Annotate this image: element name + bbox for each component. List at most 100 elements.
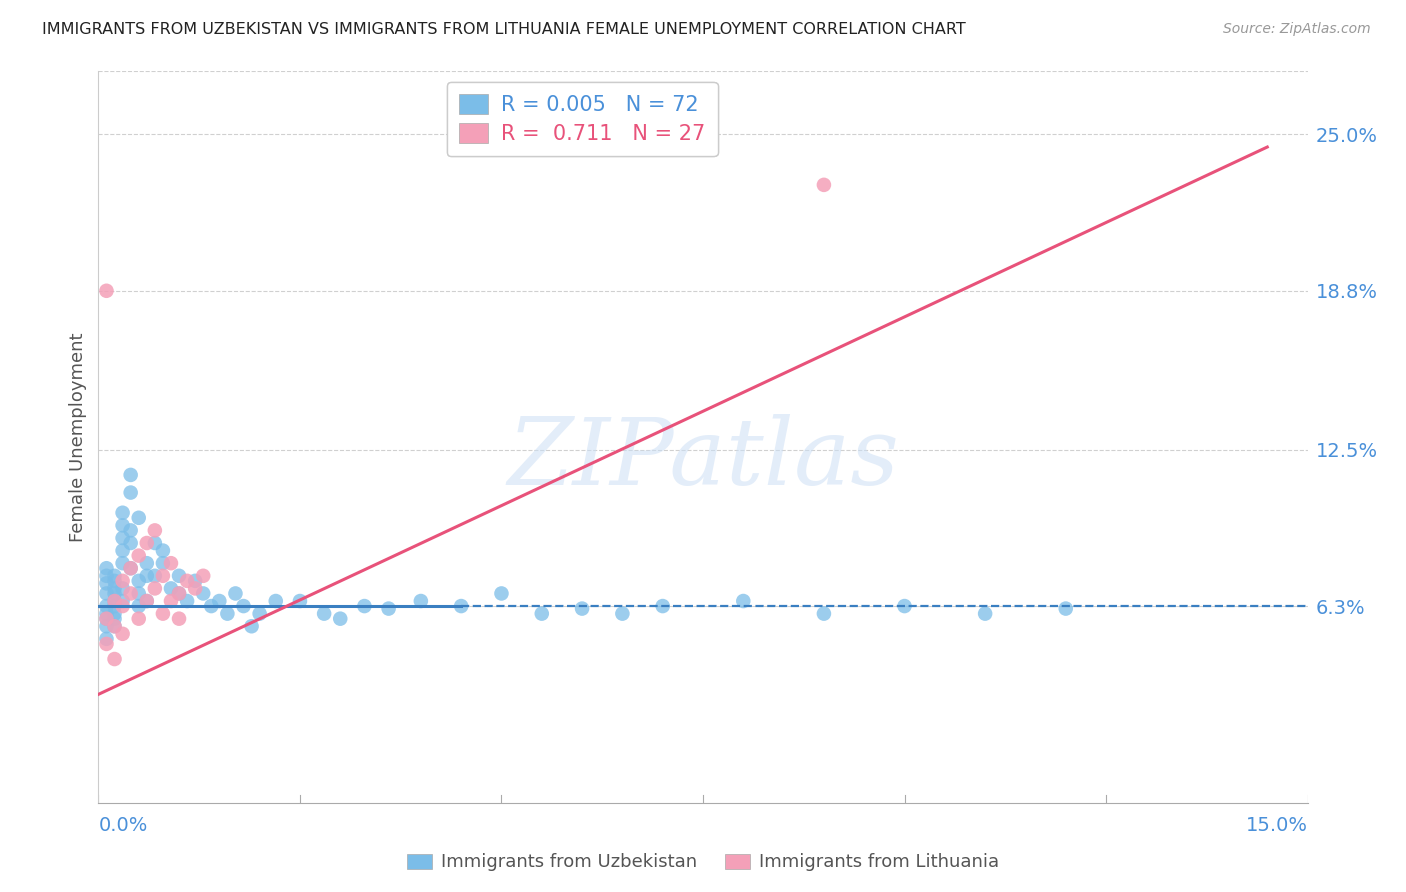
Point [96, 637, 118, 651]
Point [813, 178, 835, 192]
Point [103, 599, 125, 613]
Point [200, 599, 222, 613]
Point [120, 561, 142, 575]
Point [103, 619, 125, 633]
Point [111, 543, 134, 558]
Point [96, 561, 118, 575]
Point [167, 612, 190, 626]
Point [120, 561, 142, 575]
Point [120, 536, 142, 550]
Point [128, 599, 150, 613]
Point [143, 536, 166, 550]
Point [530, 607, 553, 621]
Point [143, 582, 166, 596]
Point [208, 594, 231, 608]
Point [120, 485, 142, 500]
Point [96, 576, 118, 591]
Point [103, 652, 125, 666]
Text: 0.0%: 0.0% [98, 816, 148, 835]
Point [160, 556, 183, 570]
Legend: R = 0.005   N = 72, R =  0.711   N = 27: R = 0.005 N = 72, R = 0.711 N = 27 [447, 82, 717, 156]
Point [377, 601, 399, 615]
Point [184, 574, 207, 588]
Text: ZIPatlas: ZIPatlas [508, 414, 898, 504]
Point [135, 536, 157, 550]
Point [264, 594, 287, 608]
Point [103, 569, 125, 583]
Point [103, 594, 125, 608]
Point [128, 549, 150, 563]
Point [571, 601, 593, 615]
Point [491, 586, 513, 600]
Point [167, 586, 190, 600]
Point [160, 582, 183, 596]
Point [120, 467, 142, 482]
Point [111, 594, 134, 608]
Point [143, 524, 166, 538]
Point [103, 594, 125, 608]
Point [96, 619, 118, 633]
Point [314, 607, 336, 621]
Point [217, 607, 239, 621]
Point [135, 556, 157, 570]
Point [128, 586, 150, 600]
Point [409, 594, 432, 608]
Point [353, 599, 375, 613]
Point [167, 569, 190, 583]
Point [111, 506, 134, 520]
Point [96, 612, 118, 626]
Point [160, 594, 183, 608]
Point [1054, 601, 1077, 615]
Point [111, 582, 134, 596]
Point [120, 524, 142, 538]
Point [450, 599, 472, 613]
Point [111, 574, 134, 588]
Point [152, 556, 174, 570]
Point [96, 599, 118, 613]
Point [111, 599, 134, 613]
Point [103, 582, 125, 596]
Point [651, 599, 673, 613]
Legend: Immigrants from Uzbekistan, Immigrants from Lithuania: Immigrants from Uzbekistan, Immigrants f… [399, 847, 1007, 879]
Point [111, 627, 134, 641]
Point [103, 586, 125, 600]
Point [974, 607, 997, 621]
Point [329, 612, 352, 626]
Point [96, 607, 118, 621]
Point [813, 607, 835, 621]
Point [288, 594, 311, 608]
Point [184, 582, 207, 596]
Point [167, 586, 190, 600]
Point [96, 586, 118, 600]
Point [128, 510, 150, 524]
Point [135, 594, 157, 608]
Text: Source: ZipAtlas.com: Source: ZipAtlas.com [1223, 22, 1371, 37]
Point [103, 607, 125, 621]
Point [193, 586, 215, 600]
Point [893, 599, 915, 613]
Point [143, 569, 166, 583]
Point [111, 556, 134, 570]
Point [152, 543, 174, 558]
Point [96, 632, 118, 646]
Point [193, 569, 215, 583]
Text: IMMIGRANTS FROM UZBEKISTAN VS IMMIGRANTS FROM LITHUANIA FEMALE UNEMPLOYMENT CORR: IMMIGRANTS FROM UZBEKISTAN VS IMMIGRANTS… [42, 22, 966, 37]
Point [103, 574, 125, 588]
Point [120, 586, 142, 600]
Point [176, 594, 198, 608]
Point [96, 284, 118, 298]
Point [96, 569, 118, 583]
Point [733, 594, 755, 608]
Point [232, 599, 254, 613]
Point [152, 607, 174, 621]
Point [103, 619, 125, 633]
Point [96, 612, 118, 626]
Point [152, 569, 174, 583]
Y-axis label: Female Unemployment: Female Unemployment [69, 333, 87, 541]
Point [240, 619, 263, 633]
Point [128, 612, 150, 626]
Text: 15.0%: 15.0% [1246, 816, 1308, 835]
Point [224, 586, 246, 600]
Point [135, 594, 157, 608]
Point [249, 607, 271, 621]
